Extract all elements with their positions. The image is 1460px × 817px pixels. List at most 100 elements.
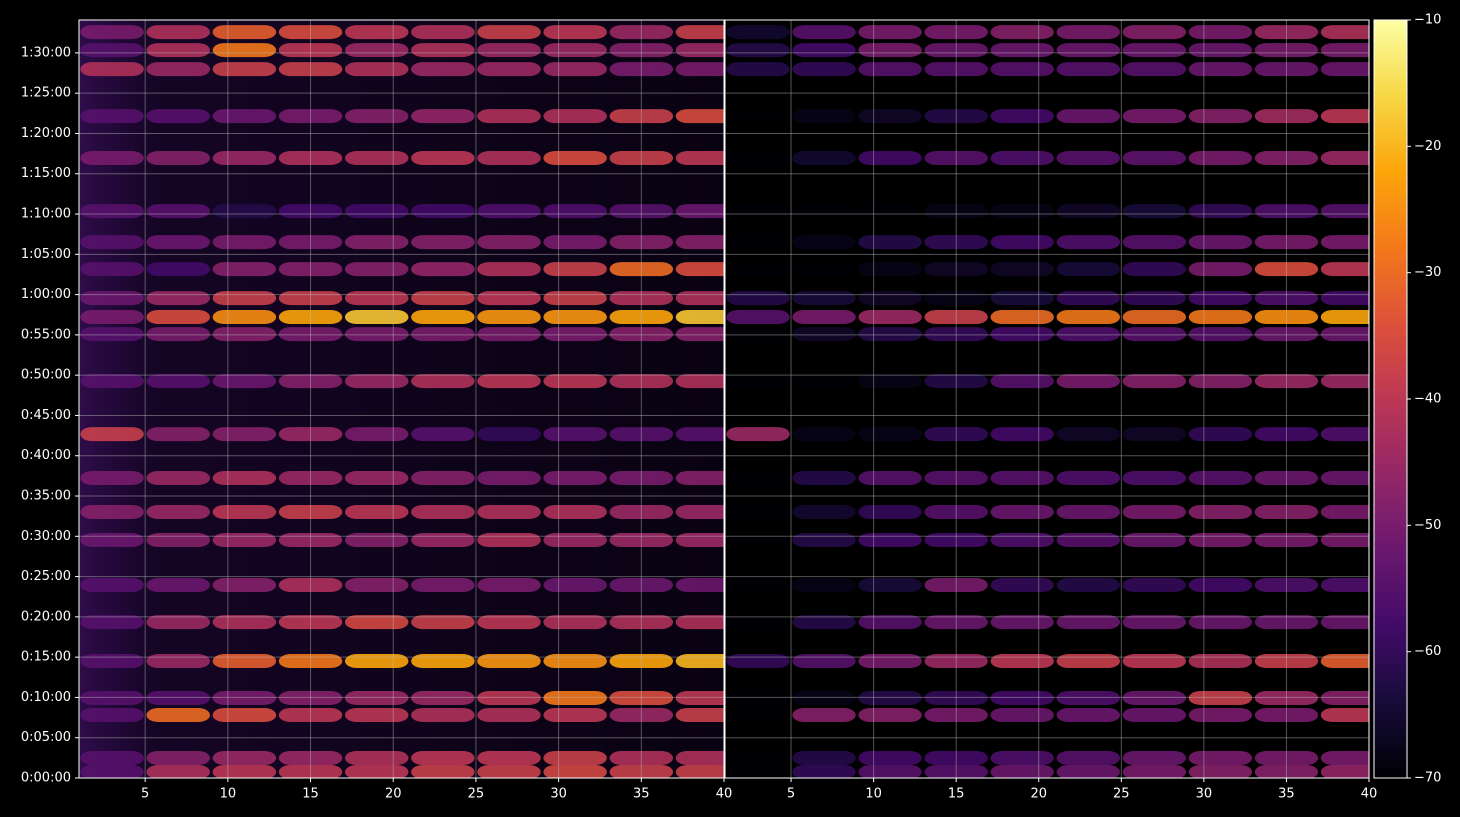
y-tick-label: 0:20:00 [21, 609, 71, 624]
heat-cell [990, 151, 1054, 166]
x-tick-label: 10 [220, 787, 237, 802]
colorbar-tick-label: −40 [1414, 392, 1441, 407]
heat-cell [146, 471, 210, 486]
heat-cell [1122, 654, 1187, 669]
x-tick-label: 40 [716, 787, 733, 802]
heat-cell [1056, 654, 1120, 669]
heat-cell [1188, 427, 1253, 442]
heat-cell [1056, 764, 1120, 778]
heat-cell [543, 471, 607, 486]
heat-cell [1188, 235, 1253, 250]
heat-cell [1056, 109, 1120, 124]
heat-cell [924, 750, 988, 765]
heat-cell [1122, 204, 1187, 219]
heat-cell [792, 43, 856, 58]
heat-cell [792, 764, 856, 778]
heat-cell [675, 109, 724, 124]
heat-cell [1254, 204, 1319, 219]
heat-cell [1122, 690, 1187, 705]
heat-cell [1254, 578, 1319, 593]
heat-cell [1254, 262, 1319, 277]
heat-cell [1122, 427, 1187, 442]
heat-cell [1122, 708, 1187, 723]
heat-cell [726, 374, 790, 389]
heat-cell [609, 427, 674, 442]
heat-cell [1122, 235, 1187, 250]
heat-cell [278, 109, 343, 124]
heat-cell [858, 374, 922, 389]
heat-cell [411, 62, 475, 77]
heat-cell [1320, 427, 1369, 442]
heat-cell [609, 235, 674, 250]
heat-cell [543, 204, 607, 219]
heat-cell [609, 262, 674, 277]
heat-cell [858, 310, 922, 325]
heat-cell [477, 310, 541, 325]
heat-cell [80, 427, 144, 442]
heat-cell [543, 427, 607, 442]
heat-cell [146, 615, 210, 630]
x-tick-label: 25 [1113, 787, 1130, 802]
heat-cell [1056, 533, 1120, 548]
heat-cell [344, 151, 409, 166]
heat-cell [212, 615, 277, 630]
heat-cell [212, 327, 277, 342]
heat-cell [212, 533, 277, 548]
heat-cell [1122, 533, 1187, 548]
heat-cell [212, 25, 277, 40]
heat-cell [278, 471, 343, 486]
x-tick-label: 30 [550, 787, 567, 802]
heat-cell [1320, 750, 1369, 765]
heat-cell [990, 578, 1054, 593]
background-haze [79, 20, 724, 778]
heat-cell [1056, 471, 1120, 486]
heat-cell [1122, 291, 1187, 306]
heat-cell [726, 504, 790, 519]
heat-cell [344, 327, 409, 342]
heat-cell [1188, 262, 1253, 277]
heat-cell [411, 262, 475, 277]
heat-cell [1254, 654, 1319, 669]
colorbar-tick-label: −50 [1414, 518, 1441, 533]
heat-cell [726, 25, 790, 40]
heat-cell [675, 235, 724, 250]
heat-cell [477, 25, 541, 40]
y-tick-label: 1:15:00 [21, 166, 71, 181]
heat-cell [924, 690, 988, 705]
heat-cell [1254, 151, 1319, 166]
heat-cell [924, 504, 988, 519]
y-tick-label: 0:00:00 [21, 771, 71, 786]
x-tick-label: 10 [865, 787, 882, 802]
heat-cell [411, 374, 475, 389]
heat-cell [212, 235, 277, 250]
heat-cell [80, 262, 144, 277]
heat-cell [80, 62, 144, 77]
heat-cell [609, 291, 674, 306]
heat-cell [858, 291, 922, 306]
heat-cell [1320, 764, 1369, 778]
heat-cell [1188, 204, 1253, 219]
heat-cell [344, 427, 409, 442]
y-tick-label: 1:00:00 [21, 287, 71, 302]
y-tick-label: 1:20:00 [21, 126, 71, 141]
heat-cell [1056, 235, 1120, 250]
y-tick-label: 0:15:00 [21, 650, 71, 665]
heat-cell [990, 374, 1054, 389]
heat-cell [146, 690, 210, 705]
heat-cell [477, 291, 541, 306]
heat-cell [543, 109, 607, 124]
heat-cell [1320, 533, 1369, 548]
heat-cell [146, 204, 210, 219]
heat-cell [858, 750, 922, 765]
heat-cell [278, 374, 343, 389]
plot-area [80, 25, 724, 778]
heat-cell [543, 327, 607, 342]
heat-cell [146, 374, 210, 389]
y-tick-label: 0:05:00 [21, 730, 71, 745]
heat-cell [675, 750, 724, 765]
heat-cell [477, 262, 541, 277]
heat-cell [543, 62, 607, 77]
heat-cell [1320, 327, 1369, 342]
heat-cell [146, 310, 210, 325]
